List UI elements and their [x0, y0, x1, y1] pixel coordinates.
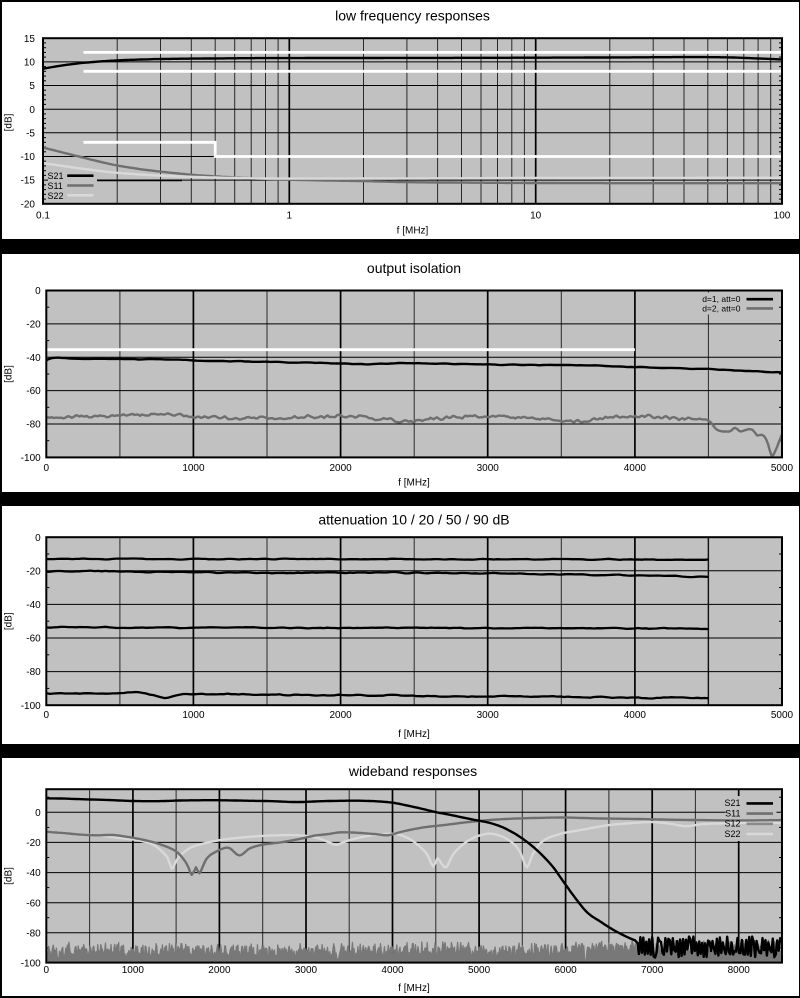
svg-text:-60: -60 — [26, 633, 41, 644]
svg-text:-5: -5 — [26, 128, 35, 139]
svg-text:output isolation: output isolation — [367, 260, 461, 276]
svg-text:2000: 2000 — [329, 710, 352, 721]
svg-text:[dB]: [dB] — [4, 612, 15, 630]
svg-text:S22: S22 — [48, 191, 64, 201]
svg-text:3000: 3000 — [295, 965, 318, 976]
svg-text:0: 0 — [44, 463, 50, 474]
svg-text:-60: -60 — [26, 898, 41, 909]
svg-text:4000: 4000 — [624, 710, 647, 721]
svg-text:S11: S11 — [48, 181, 63, 191]
svg-text:10: 10 — [530, 210, 542, 221]
svg-text:f [MHz]: f [MHz] — [398, 729, 430, 740]
svg-text:1000: 1000 — [182, 463, 205, 474]
svg-text:1: 1 — [287, 210, 293, 221]
svg-text:2000: 2000 — [208, 965, 231, 976]
svg-text:wideband responses: wideband responses — [348, 763, 477, 779]
svg-text:S22: S22 — [724, 829, 740, 839]
svg-text:S21: S21 — [724, 798, 740, 808]
svg-text:0: 0 — [44, 965, 50, 976]
svg-text:1000: 1000 — [122, 965, 145, 976]
svg-text:S11: S11 — [725, 808, 740, 818]
svg-text:3000: 3000 — [477, 710, 500, 721]
svg-text:f [MHz]: f [MHz] — [398, 477, 430, 488]
svg-text:0: 0 — [35, 286, 41, 297]
svg-text:[dB]: [dB] — [4, 867, 15, 885]
svg-text:-80: -80 — [26, 419, 41, 430]
svg-text:4000: 4000 — [381, 965, 404, 976]
svg-text:[dB]: [dB] — [4, 364, 15, 382]
svg-text:-100: -100 — [21, 959, 41, 970]
svg-text:0: 0 — [29, 105, 35, 116]
svg-text:0: 0 — [35, 808, 41, 819]
svg-text:15: 15 — [24, 34, 36, 45]
svg-text:100: 100 — [774, 210, 791, 221]
svg-text:-15: -15 — [21, 176, 36, 187]
svg-text:5000: 5000 — [468, 965, 491, 976]
svg-text:4000: 4000 — [624, 463, 647, 474]
svg-text:-40: -40 — [26, 352, 41, 363]
svg-text:8000: 8000 — [728, 965, 751, 976]
svg-text:5: 5 — [29, 81, 35, 92]
svg-text:S21: S21 — [48, 171, 64, 181]
svg-text:5000: 5000 — [771, 463, 794, 474]
svg-text:S12: S12 — [724, 819, 740, 829]
svg-text:-20: -20 — [26, 566, 41, 577]
svg-text:6000: 6000 — [555, 965, 578, 976]
svg-text:-20: -20 — [21, 199, 36, 210]
svg-text:2000: 2000 — [329, 463, 352, 474]
svg-text:-40: -40 — [26, 600, 41, 611]
svg-text:3000: 3000 — [477, 463, 500, 474]
svg-text:attenuation 10 / 20 / 50 / 90: attenuation 10 / 20 / 50 / 90 dB — [318, 511, 509, 527]
svg-text:[dB]: [dB] — [4, 113, 15, 131]
svg-text:d=2, att=0: d=2, att=0 — [702, 303, 741, 313]
svg-text:0: 0 — [44, 710, 50, 721]
svg-text:low frequency responses: low frequency responses — [335, 7, 490, 23]
svg-text:-10: -10 — [21, 152, 36, 163]
svg-text:-80: -80 — [26, 928, 41, 939]
svg-text:0: 0 — [35, 533, 41, 544]
svg-text:-100: -100 — [21, 453, 41, 464]
svg-text:-100: -100 — [21, 701, 41, 712]
svg-text:-60: -60 — [26, 386, 41, 397]
svg-text:f [MHz]: f [MHz] — [398, 983, 430, 994]
svg-text:d=1, att=0: d=1, att=0 — [702, 294, 741, 304]
svg-text:-20: -20 — [26, 319, 41, 330]
svg-text:-80: -80 — [26, 667, 41, 678]
svg-text:0.1: 0.1 — [36, 210, 50, 221]
svg-text:f [MHz]: f [MHz] — [397, 225, 429, 236]
svg-text:7000: 7000 — [641, 965, 664, 976]
svg-text:1000: 1000 — [182, 710, 205, 721]
svg-text:10: 10 — [24, 57, 36, 68]
svg-text:-20: -20 — [26, 838, 41, 849]
svg-text:5000: 5000 — [771, 710, 794, 721]
svg-text:-40: -40 — [26, 868, 41, 879]
